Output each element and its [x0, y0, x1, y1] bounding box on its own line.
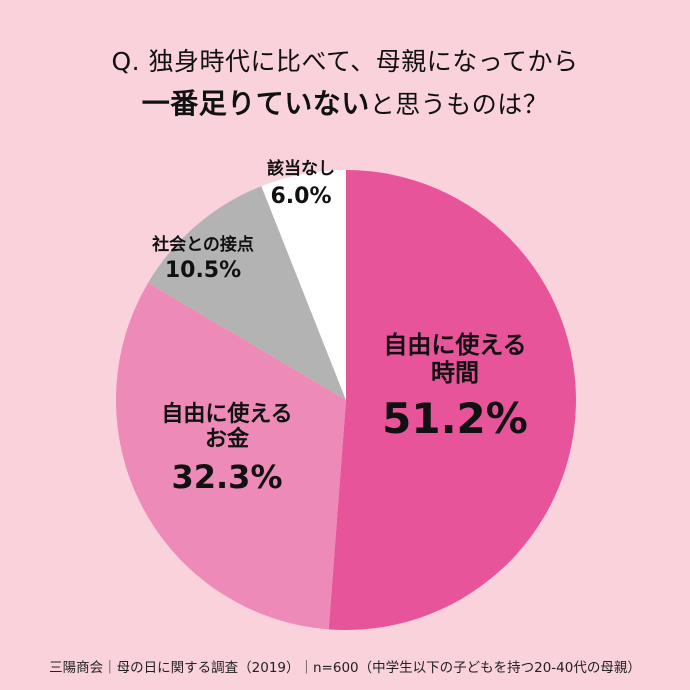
slice-label-money-line2: お金 [204, 427, 249, 453]
slice-value-none: 6.0% [270, 183, 332, 209]
slice-value-society: 10.5% [164, 257, 242, 283]
pie-slice-none [261, 170, 346, 400]
chart-title-line1: Q. 独身時代に比べて、母親になってから [111, 47, 579, 76]
pie-slice-money [115, 282, 346, 630]
slice-label-society: 社会との接点 10.5% [128, 235, 278, 283]
chart-title-line2: 一番足りていないと思うものは？ [0, 82, 690, 122]
chart-title-emphasis: 一番足りていない [141, 87, 370, 120]
pie-slice-society [148, 186, 346, 400]
slice-label-none: 該当なし 6.0% [246, 159, 356, 209]
slice-label-money-line1: 自由に使える [161, 402, 293, 427]
slice-label-time: 自由に使える 時間 51.2% [360, 331, 550, 444]
slice-label-time-line2: 時間 [431, 358, 479, 387]
slice-value-money: 32.3% [171, 457, 283, 496]
slice-value-time: 51.2% [382, 394, 528, 444]
slice-label-time-line1: 自由に使える [383, 331, 527, 359]
pie-slice-time [328, 170, 576, 630]
chart-title-rest: と思うものは？ [369, 90, 549, 119]
slice-label-society-line1: 社会との接点 [152, 235, 254, 255]
source-footer: 三陽商会｜母の日に関する調査（2019）｜n=600（中学生以下の子どもを持つ2… [49, 660, 641, 676]
slice-label-none-line1: 該当なし [267, 159, 335, 179]
slice-label-money: 自由に使える お金 32.3% [142, 402, 312, 495]
